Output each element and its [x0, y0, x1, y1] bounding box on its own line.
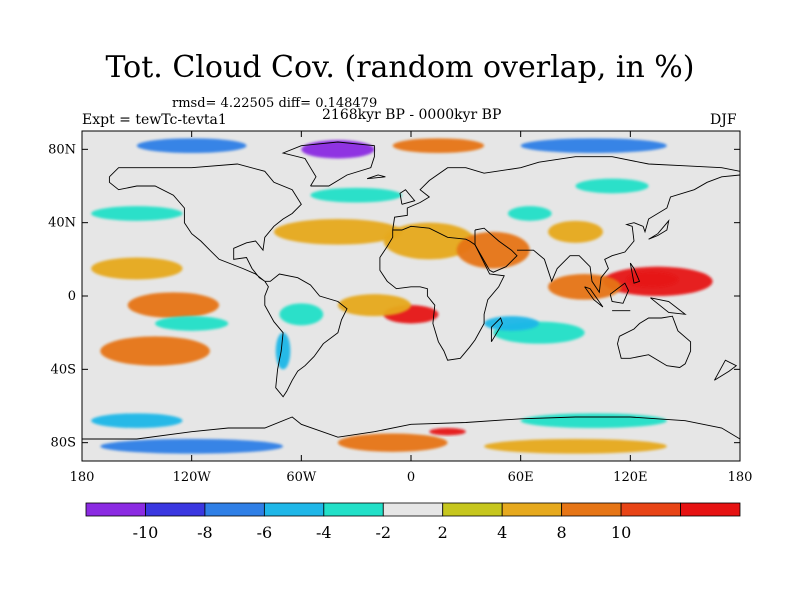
lon-tick-label: 180 [728, 470, 753, 485]
anomaly-region [575, 178, 649, 194]
colorbar-bin [382, 502, 444, 517]
anomaly-region [392, 138, 485, 154]
anomaly-region [301, 140, 375, 159]
coastline [648, 219, 670, 240]
coastline [617, 315, 692, 368]
anomaly-region [91, 206, 183, 221]
coastline [714, 359, 738, 381]
coastline [82, 416, 740, 440]
anomaly-region [429, 428, 466, 436]
lon-tick-label: 60E [508, 470, 534, 485]
colorbar-bin [442, 502, 503, 517]
colorbar-bin [323, 502, 384, 517]
coastline [650, 297, 687, 315]
colorbar-label: -2 [375, 523, 391, 542]
coastline [108, 163, 302, 282]
anomaly-region [275, 332, 291, 370]
anomaly-region [484, 316, 539, 331]
period-label: 2168kyr BP - 0000kyr BP [322, 107, 502, 123]
colorbar-bin [620, 502, 681, 517]
axis-ticks: 180 120W 60W 0 60E 120E 180 80N 40N 0 40S 80S [48, 131, 752, 485]
colorbar-label: -10 [133, 523, 159, 542]
colorbar-bin [204, 502, 265, 517]
coastline [609, 282, 629, 304]
coastline [584, 286, 604, 308]
coastline [379, 225, 505, 361]
colorbar-bin [561, 502, 622, 517]
colorbar-label: 10 [611, 523, 631, 542]
colorbar-bin [680, 502, 741, 517]
coastline [366, 174, 386, 180]
colorbar-label: 8 [557, 523, 567, 542]
lat-tick-label: 80S [51, 436, 76, 451]
anomaly-region [91, 257, 183, 280]
page-title: Tot. Cloud Cov. (random overlap, in %) [105, 50, 695, 85]
anomaly-region [279, 303, 324, 326]
anomaly-region [136, 138, 247, 154]
anomaly-region [520, 413, 667, 428]
anomaly-region [155, 316, 229, 331]
lon-tick-label: 180 [70, 470, 95, 485]
colorbar-bin [263, 502, 325, 517]
coastline [281, 141, 375, 187]
anomaly-region [127, 292, 220, 318]
anomaly-region [548, 220, 603, 243]
anomaly-region [484, 439, 667, 454]
coastlines [82, 141, 740, 440]
anomaly-field [91, 138, 713, 454]
lat-tick-label: 0 [68, 289, 76, 304]
experiment-label: Expt = tewTc-tevta1 [82, 112, 227, 128]
colorbar-label: 2 [438, 523, 448, 542]
anomaly-region [383, 222, 475, 260]
coastline [474, 227, 518, 273]
colorbar-label: -8 [197, 523, 213, 542]
anomaly-region [337, 294, 412, 317]
coastline [517, 174, 740, 294]
anomaly-region [520, 138, 667, 154]
colorbar-label: -4 [316, 523, 332, 542]
anomaly-region [100, 439, 284, 454]
coastline [392, 156, 740, 231]
coastline [264, 273, 348, 398]
anomaly-region [337, 433, 448, 452]
anomaly-region [626, 272, 678, 287]
colorbar-bin [145, 502, 206, 517]
lat-tick-label: 40N [48, 216, 76, 231]
stats-label: rmsd= 4.22505 diff= 0.148479 [172, 96, 378, 111]
coastline [490, 317, 503, 343]
anomaly-region [507, 206, 552, 221]
colorbar-label: -6 [257, 523, 273, 542]
anomaly-region [273, 219, 402, 245]
colorbar-bin [85, 502, 146, 517]
colorbar-label: 4 [497, 523, 507, 542]
coastline [399, 189, 416, 205]
lat-tick-label: 40S [51, 362, 76, 377]
anomaly-region [310, 187, 402, 203]
lon-tick-label: 60W [286, 470, 317, 485]
anomaly-region [91, 413, 183, 428]
lat-tick-label: 80N [48, 142, 76, 157]
colorbar-bin [501, 502, 563, 517]
colorbar: -10 -8 -6 -4 -2 2 4 8 10 [85, 502, 741, 542]
season-label: DJF [710, 112, 737, 128]
lon-tick-label: 120E [613, 470, 647, 485]
coastline [629, 262, 641, 284]
lon-tick-label: 120W [173, 470, 212, 485]
lon-tick-label: 0 [407, 470, 415, 485]
anomaly-region [100, 336, 210, 366]
